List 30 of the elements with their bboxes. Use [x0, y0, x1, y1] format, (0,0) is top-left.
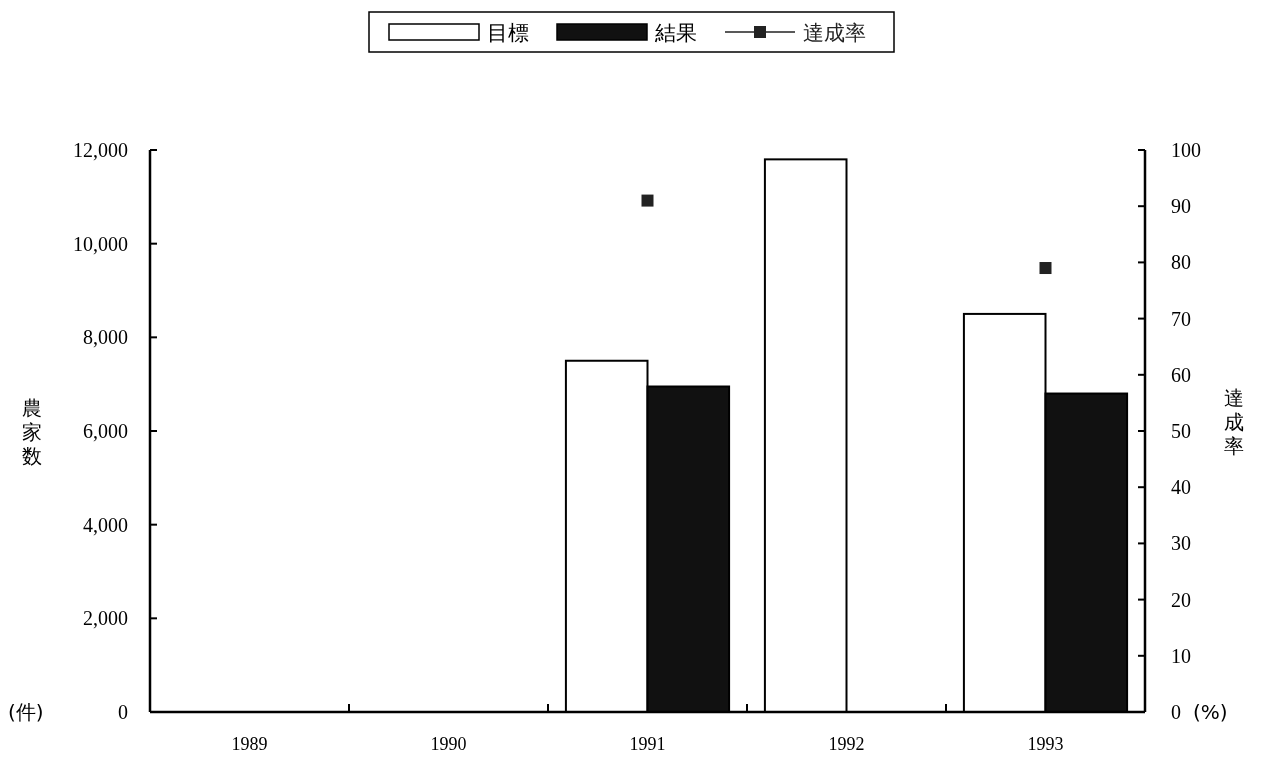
- y2-tick-label: 10: [1171, 644, 1191, 667]
- y-tick-label: 10,000: [73, 232, 128, 255]
- y2-tick-label: 60: [1171, 363, 1191, 386]
- y2-tick-label: 90: [1171, 195, 1191, 218]
- y-tick-label: 12,000: [73, 139, 128, 161]
- y2-axis-title: 達成率: [1224, 386, 1244, 458]
- y-tick-label: 4,000: [83, 513, 128, 536]
- y2-tick-label: 80: [1171, 251, 1191, 274]
- y2-tick-label: 100: [1171, 139, 1201, 161]
- y2-tick-label: 50: [1171, 420, 1191, 442]
- x-tick-label: 1990: [430, 734, 467, 754]
- x-tick-label: 1991: [629, 734, 666, 754]
- y2-tick-label: 30: [1171, 532, 1191, 555]
- y2-tick-label: 0: [1171, 701, 1181, 723]
- legend-label: 目標: [487, 21, 529, 45]
- text: (件): [8, 700, 44, 724]
- legend-label: 結果: [654, 21, 697, 45]
- y-axis-title: 農家数: [22, 396, 42, 468]
- y2-tick-label: 40: [1171, 476, 1191, 499]
- y-tick-label: 6,000: [83, 420, 128, 442]
- y-tick-label: 0: [118, 701, 128, 723]
- x-tick-label: 1989: [231, 734, 268, 754]
- x-tick-label: 1993: [1027, 734, 1064, 754]
- y2-tick-label: 20: [1171, 588, 1191, 611]
- y-tick-label: 8,000: [83, 326, 128, 349]
- text: (%): [1193, 700, 1228, 724]
- y-tick-label: 2,000: [83, 607, 128, 630]
- x-tick-label: 1992: [828, 734, 865, 754]
- y2-tick-label: 70: [1171, 307, 1191, 330]
- legend-label: 達成率: [803, 21, 866, 45]
